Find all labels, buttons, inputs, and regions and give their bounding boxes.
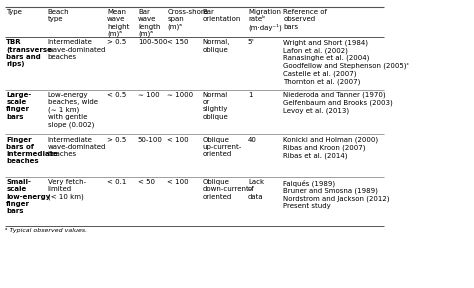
Text: 100-500: 100-500	[138, 39, 167, 46]
Text: Intermediate
wave-dominated
beaches: Intermediate wave-dominated beaches	[48, 39, 106, 60]
Text: < 0.1: < 0.1	[107, 179, 127, 185]
Text: Lack
of
data: Lack of data	[248, 179, 264, 200]
Text: Intermediate
wave-dominated
beaches: Intermediate wave-dominated beaches	[48, 137, 106, 157]
Text: > 0.5: > 0.5	[107, 39, 127, 46]
Text: Migration
rateᵇ
(m·day⁻¹): Migration rateᵇ (m·day⁻¹)	[248, 9, 282, 31]
Text: Large-
scale
finger
bars: Large- scale finger bars	[6, 92, 31, 120]
Text: Mean
wave
height
(m)ᵃ: Mean wave height (m)ᵃ	[107, 9, 129, 37]
Text: Normal
or
slightly
oblique: Normal or slightly oblique	[203, 92, 228, 120]
Text: Falqués (1989)
Bruner and Smosna (1989)
Nordstrom and Jackson (2012)
Present stu: Falqués (1989) Bruner and Smosna (1989) …	[283, 179, 390, 209]
Text: < 100: < 100	[167, 137, 189, 143]
Text: Cross-shore
span
(m)ᵃ: Cross-shore span (m)ᵃ	[167, 9, 208, 30]
Text: 50-100: 50-100	[138, 137, 163, 143]
Text: < 100: < 100	[167, 179, 189, 185]
Text: Niederoda and Tanner (1970)
Gelfenbaum and Brooks (2003)
Levoy et al. (2013): Niederoda and Tanner (1970) Gelfenbaum a…	[283, 92, 393, 114]
Text: 1: 1	[248, 92, 252, 98]
Text: < 50: < 50	[138, 179, 155, 185]
Text: Low-energy
beaches, wide
(∼ 1 km)
with gentle
slope (0.002): Low-energy beaches, wide (∼ 1 km) with g…	[48, 92, 98, 128]
Text: Reference of
observed
bars: Reference of observed bars	[283, 9, 328, 30]
Text: Small-
scale
low-energy
finger
bars: Small- scale low-energy finger bars	[6, 179, 51, 214]
Text: Normal,
oblique: Normal, oblique	[203, 39, 230, 53]
Text: Beach
type: Beach type	[48, 9, 70, 22]
Text: Bar
orientation: Bar orientation	[203, 9, 241, 22]
Text: Oblique
down-current-
oriented: Oblique down-current- oriented	[203, 179, 252, 200]
Text: Very fetch-
limited
(< 10 km): Very fetch- limited (< 10 km)	[48, 179, 86, 200]
Text: ᵃ Typical observed values.: ᵃ Typical observed values.	[5, 228, 87, 233]
Text: Wright and Short (1984)
Lafon et al. (2002)
Ranasinghe et al. (2004)
Goodfellow : Wright and Short (1984) Lafon et al. (20…	[283, 39, 410, 85]
Text: ∼ 1000: ∼ 1000	[167, 92, 193, 98]
Text: < 0.5: < 0.5	[107, 92, 127, 98]
Text: Konicki and Holman (2000)
Ribas and Kroon (2007)
Ribas et al. (2014): Konicki and Holman (2000) Ribas and Kroo…	[283, 137, 379, 158]
Text: Finger
bars of
intermediate
beaches: Finger bars of intermediate beaches	[6, 137, 58, 164]
Text: Type: Type	[6, 9, 22, 15]
Text: < 150: < 150	[167, 39, 189, 46]
Text: 5ᶜ: 5ᶜ	[248, 39, 255, 46]
Text: Bar
wave
length
(m)ᵃ: Bar wave length (m)ᵃ	[138, 9, 160, 37]
Text: 40: 40	[248, 137, 257, 143]
Text: > 0.5: > 0.5	[107, 137, 127, 143]
Text: Oblique
up-current-
oriented: Oblique up-current- oriented	[203, 137, 242, 157]
Text: TBR
(transverse
bars and
rips): TBR (transverse bars and rips)	[6, 39, 52, 67]
Text: ∼ 100: ∼ 100	[138, 92, 160, 98]
